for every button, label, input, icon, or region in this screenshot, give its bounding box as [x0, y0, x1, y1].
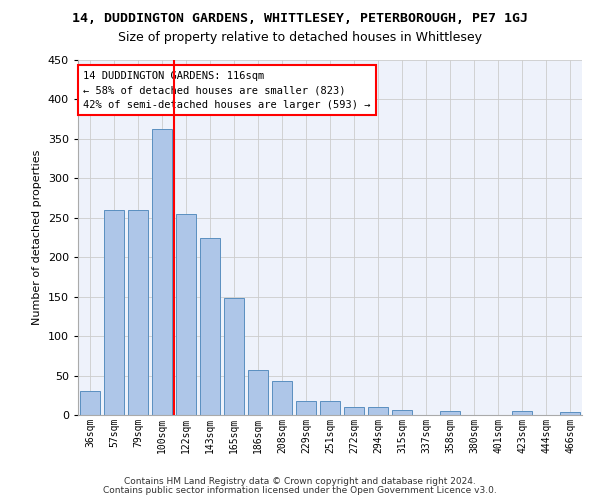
- Bar: [104, 210, 124, 415]
- Bar: [80, 392, 100, 415]
- Y-axis label: Number of detached properties: Number of detached properties: [32, 150, 42, 325]
- Bar: [176, 214, 196, 415]
- Bar: [248, 370, 268, 415]
- Bar: [224, 298, 244, 415]
- Bar: [344, 407, 364, 415]
- Bar: [128, 210, 148, 415]
- Text: 14 DUDDINGTON GARDENS: 116sqm
← 58% of detached houses are smaller (823)
42% of : 14 DUDDINGTON GARDENS: 116sqm ← 58% of d…: [83, 70, 371, 110]
- Bar: [368, 407, 388, 415]
- Bar: [440, 411, 460, 415]
- Bar: [392, 410, 412, 415]
- Bar: [200, 238, 220, 415]
- Bar: [512, 411, 532, 415]
- Bar: [320, 401, 340, 415]
- Text: 14, DUDDINGTON GARDENS, WHITTLESEY, PETERBOROUGH, PE7 1GJ: 14, DUDDINGTON GARDENS, WHITTLESEY, PETE…: [72, 12, 528, 26]
- Bar: [296, 401, 316, 415]
- Text: Contains HM Land Registry data © Crown copyright and database right 2024.: Contains HM Land Registry data © Crown c…: [124, 477, 476, 486]
- Text: Size of property relative to detached houses in Whittlesey: Size of property relative to detached ho…: [118, 31, 482, 44]
- Text: Contains public sector information licensed under the Open Government Licence v3: Contains public sector information licen…: [103, 486, 497, 495]
- Bar: [272, 381, 292, 415]
- Bar: [560, 412, 580, 415]
- Bar: [152, 130, 172, 415]
